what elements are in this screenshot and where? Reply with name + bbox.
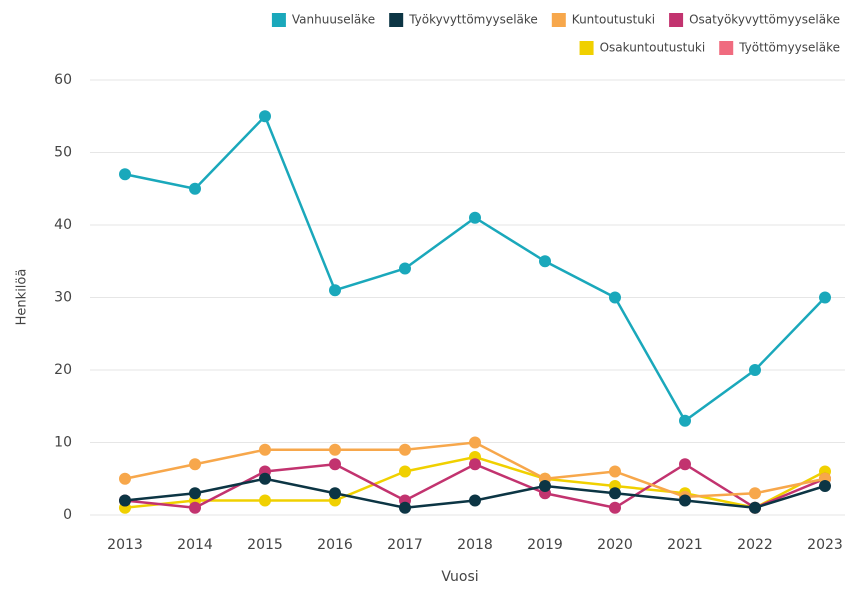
y-tick-label: 0 xyxy=(63,507,72,523)
x-tick-label: 2023 xyxy=(807,537,843,553)
point xyxy=(259,472,271,485)
point xyxy=(189,182,201,195)
point xyxy=(119,168,131,181)
point xyxy=(679,458,691,471)
legend-swatch xyxy=(669,13,684,27)
point xyxy=(399,262,411,275)
x-tick-label: 2016 xyxy=(317,537,353,553)
point xyxy=(819,291,831,304)
legend-label: Työkyvyttömyyseläke xyxy=(408,13,538,27)
x-tick-label: 2014 xyxy=(177,537,213,553)
x-tick-label: 2020 xyxy=(597,537,633,553)
legend-label: Osatyökyvyttömyyseläke xyxy=(689,13,840,27)
y-tick-label: 40 xyxy=(54,217,72,233)
point xyxy=(469,494,481,507)
point xyxy=(539,480,551,492)
y-axis-label: Henkilöä xyxy=(15,269,30,326)
legend-label: Osakuntoutustuki xyxy=(600,41,706,55)
point xyxy=(329,284,341,297)
point xyxy=(469,436,481,449)
point xyxy=(539,255,551,268)
legend-label: Kuntoutustuki xyxy=(572,13,655,27)
point xyxy=(399,465,411,478)
point xyxy=(679,494,691,507)
point xyxy=(119,472,131,485)
x-tick-label: 2021 xyxy=(667,537,703,553)
point xyxy=(119,494,131,507)
point xyxy=(609,291,621,304)
y-tick-label: 10 xyxy=(54,435,72,451)
point xyxy=(609,501,621,514)
x-tick-label: 2018 xyxy=(457,537,493,553)
point xyxy=(329,443,341,456)
point xyxy=(819,480,831,492)
point xyxy=(329,458,341,471)
point xyxy=(259,443,271,456)
point xyxy=(399,443,411,456)
y-tick-label: 50 xyxy=(54,145,72,161)
x-tick-label: 2013 xyxy=(107,537,143,553)
x-tick-label: 2019 xyxy=(527,537,563,553)
y-tick-label: 60 xyxy=(54,72,72,88)
point xyxy=(259,110,271,123)
point xyxy=(329,487,341,500)
legend-swatch xyxy=(271,13,286,27)
point xyxy=(749,501,761,514)
point xyxy=(189,458,201,471)
legend-swatch xyxy=(551,13,566,27)
point xyxy=(189,501,201,514)
point xyxy=(609,487,621,500)
point xyxy=(189,487,201,500)
legend: Osatyökyvyttömyyseläke Kuntoutustuki Työky… xyxy=(271,13,840,55)
x-tick-label: 2015 xyxy=(247,537,283,553)
point xyxy=(399,501,411,514)
legend-swatch xyxy=(389,13,404,27)
x-tick-label: 2022 xyxy=(737,537,773,553)
legend-label: Työttömyyseläke xyxy=(738,41,840,55)
point xyxy=(259,494,271,507)
legend-label: Vanhuuseläke xyxy=(292,13,375,27)
point xyxy=(749,364,761,376)
y-tick-label: 20 xyxy=(54,362,72,378)
legend-swatch xyxy=(579,41,594,55)
series-line xyxy=(124,113,826,423)
point xyxy=(749,487,761,500)
y-tick-label: 30 xyxy=(54,290,72,306)
point xyxy=(679,414,691,427)
legend-swatch xyxy=(719,41,734,55)
point xyxy=(609,465,621,478)
point xyxy=(469,458,481,471)
point xyxy=(469,211,481,224)
x-axis-label: Vuosi xyxy=(441,569,478,585)
x-tick-label: 2017 xyxy=(387,537,423,553)
